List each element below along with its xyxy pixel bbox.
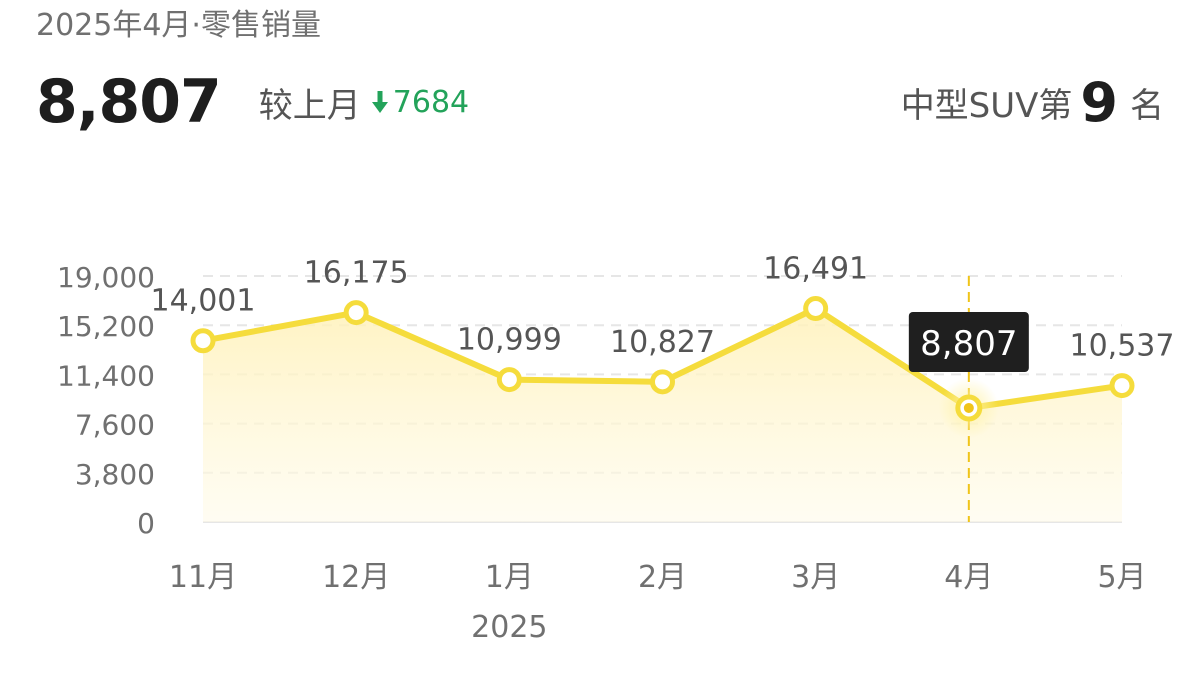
x-tick-label: 2月: [638, 560, 687, 595]
data-label: 10,537: [1070, 329, 1175, 364]
rank-number: 9: [1080, 70, 1118, 134]
rank-prefix: 中型SUV第: [900, 85, 1073, 126]
data-label: 14,001: [151, 284, 256, 319]
y-tick-label: 19,000: [57, 261, 155, 294]
highlight-point-center: [963, 402, 974, 413]
data-point[interactable]: [343, 300, 369, 326]
x-tick-label: 12月: [322, 560, 390, 595]
data-point[interactable]: [803, 295, 829, 321]
compare-label: 较上月: [258, 85, 361, 126]
tooltip-box: [908, 312, 1029, 372]
series-area: [203, 308, 1122, 522]
x-year-label: 2025: [471, 610, 547, 645]
data-label: 16,491: [763, 251, 868, 286]
x-tick-label: 5月: [1097, 560, 1146, 595]
headline-summary: 8,807 较上月 7684: [36, 62, 469, 142]
y-tick-label: 3,800: [75, 458, 155, 491]
month-change-value: 7684: [392, 84, 470, 120]
data-point[interactable]: [496, 367, 522, 393]
arrow-down-icon: [371, 89, 389, 115]
data-label: 16,175: [304, 256, 409, 291]
chart-subtitle: 2025年4月·零售销量: [36, 8, 321, 43]
y-tick-label: 11,400: [57, 359, 155, 392]
data-point[interactable]: [650, 369, 675, 395]
y-tick-label: 7,600: [75, 409, 155, 442]
data-label: 10,827: [610, 325, 715, 360]
x-tick-label: 4月: [944, 560, 993, 595]
y-tick-label: 15,200: [57, 310, 155, 343]
segment-rank: 中型SUV第 9 名: [901, 62, 1164, 142]
y-tick-label: 0: [137, 507, 155, 540]
data-point[interactable]: [190, 328, 216, 354]
x-tick-label: 1月: [485, 560, 534, 595]
data-label: 10,999: [457, 323, 562, 358]
current-sales-value: 8,807: [36, 67, 222, 137]
tooltip-value: 8,807: [920, 324, 1017, 364]
x-tick-label: 11月: [169, 560, 237, 595]
data-point[interactable]: [1109, 373, 1135, 399]
x-tick-label: 3月: [791, 560, 840, 595]
rank-suffix: 名: [1130, 85, 1164, 126]
